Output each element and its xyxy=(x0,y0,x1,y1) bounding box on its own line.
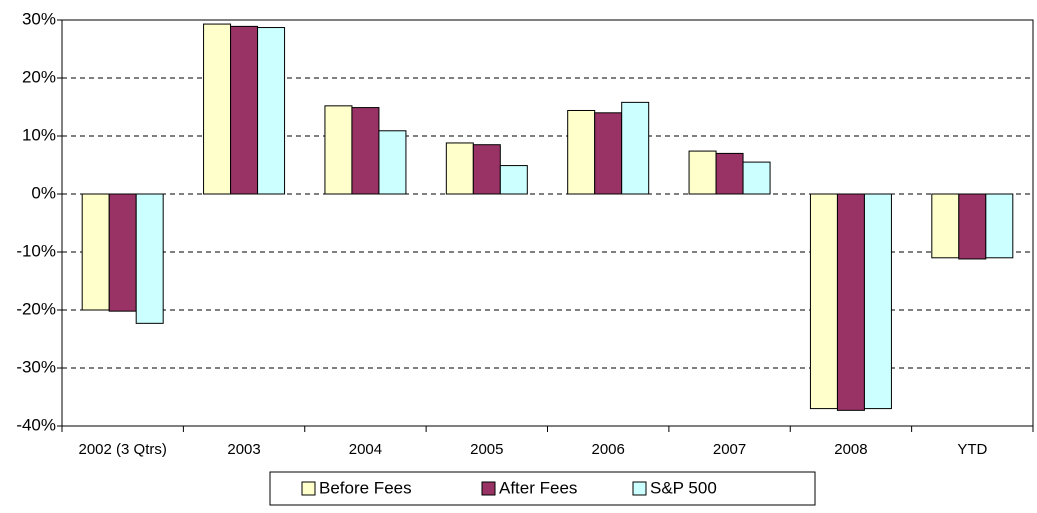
bar xyxy=(472,144,501,195)
bar xyxy=(351,107,380,195)
plot-frame xyxy=(61,19,1034,427)
legend-swatch xyxy=(481,481,496,496)
y-tick-label: -30% xyxy=(16,357,56,376)
bar xyxy=(958,193,987,260)
y-tick-label: -40% xyxy=(16,415,56,434)
bar xyxy=(257,27,286,195)
bar xyxy=(742,161,771,195)
bar xyxy=(931,193,960,259)
bar xyxy=(836,193,865,411)
bar xyxy=(135,193,164,324)
bar xyxy=(81,193,110,311)
bar xyxy=(445,142,474,195)
bar xyxy=(108,193,137,312)
x-tick-label: 2004 xyxy=(349,441,382,458)
bar xyxy=(688,150,717,195)
bar xyxy=(203,23,232,195)
bar xyxy=(378,130,407,195)
legend-label: S&P 500 xyxy=(650,478,717,497)
legend-swatch xyxy=(301,481,316,496)
bar xyxy=(863,193,892,410)
y-tick-label: 10% xyxy=(22,125,56,144)
legend-box xyxy=(269,471,816,506)
bar xyxy=(230,25,259,195)
y-tick-label: 0% xyxy=(31,183,56,202)
bar xyxy=(621,101,650,195)
bar xyxy=(985,193,1014,259)
legend-swatch xyxy=(632,481,647,496)
x-tick-label: 2006 xyxy=(592,441,625,458)
bar xyxy=(594,112,623,195)
y-tick-label: 20% xyxy=(22,67,56,86)
y-tick-label: -10% xyxy=(16,241,56,260)
x-tick-label: YTD xyxy=(957,441,987,458)
x-tick-label: 2005 xyxy=(470,441,503,458)
x-tick-label: 2002 (3 Qtrs) xyxy=(79,441,167,458)
bar xyxy=(324,105,353,195)
bar xyxy=(567,109,596,195)
bar xyxy=(715,152,744,195)
y-tick-label: -20% xyxy=(16,299,56,318)
x-tick-label: 2003 xyxy=(227,441,260,458)
legend-label: Before Fees xyxy=(319,478,412,497)
bar xyxy=(499,165,528,195)
bar xyxy=(809,193,838,410)
legend-label: After Fees xyxy=(499,478,577,497)
y-tick-label: 30% xyxy=(22,9,56,28)
x-tick-label: 2008 xyxy=(834,441,867,458)
x-tick-label: 2007 xyxy=(713,441,746,458)
